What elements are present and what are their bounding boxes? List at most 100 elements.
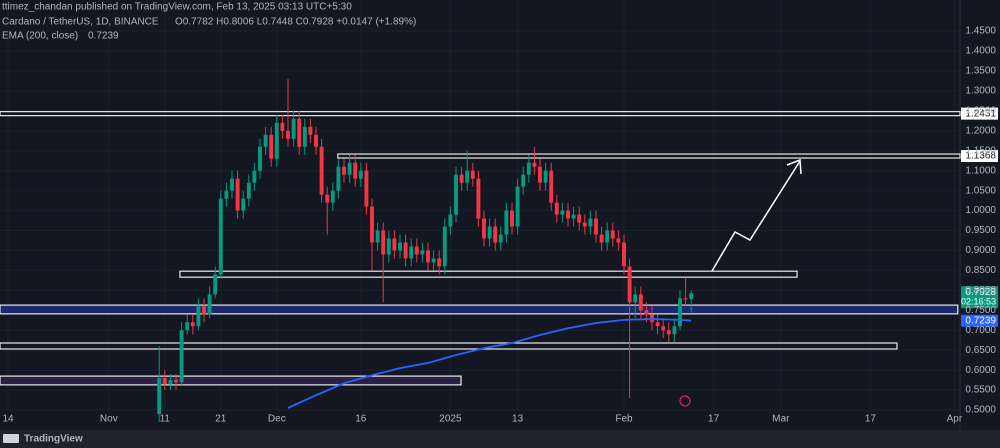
y-tick-label: 0.5000 [965, 405, 996, 416]
candle-body [566, 210, 570, 219]
candle-body [470, 170, 475, 179]
candle-body [504, 210, 509, 235]
x-tick-label: 17 [708, 414, 720, 425]
candle-body [655, 322, 660, 327]
candle-body [661, 326, 666, 331]
candle-body [157, 378, 162, 414]
candle-body [168, 380, 173, 385]
level-tag [961, 107, 998, 120]
x-tick-label: 2025 [439, 414, 462, 425]
candle-body [230, 178, 234, 191]
quote: O0.7782 H0.8006 L0.7448 C0.7928 +0.0147 … [175, 17, 416, 28]
x-tick-label: 16 [355, 414, 367, 425]
y-tick-label: 1.1000 [965, 165, 996, 176]
alert-icon[interactable] [679, 395, 691, 407]
candle-body [386, 238, 391, 255]
candle-body [241, 198, 246, 211]
symbol: Cardano / TetherUS, 1D, BINANCE [2, 17, 159, 28]
brand[interactable]: TradingView [24, 434, 83, 445]
candle-body [375, 230, 380, 243]
candle-body [286, 130, 290, 139]
level-tag [961, 150, 998, 163]
candle-body [269, 134, 274, 159]
candle-body [532, 162, 537, 167]
candle-body [179, 330, 184, 383]
candle-body [638, 294, 643, 311]
candle-body [605, 230, 610, 243]
candle-body [325, 194, 330, 203]
candle-body [588, 218, 593, 227]
zone [0, 342, 898, 350]
candle-body [347, 162, 352, 175]
publisher: ttimez_chandan published on TradingView.… [2, 2, 352, 13]
candle-body [599, 234, 604, 243]
candle-body [482, 218, 486, 239]
candle-body [554, 202, 559, 215]
ema-tag-label: 0.7239 [965, 315, 996, 326]
candle-body [381, 230, 386, 255]
candle-body [364, 170, 369, 207]
candle-body [476, 178, 481, 219]
y-tick-label: 1.3000 [965, 86, 996, 97]
y-tick-label: 0.8500 [965, 265, 996, 276]
candle-body [224, 190, 229, 199]
ema-name: EMA (200, close) [2, 31, 78, 42]
candle-body [291, 118, 296, 139]
candle-body [420, 250, 425, 255]
candle-body [560, 210, 565, 215]
y-tick-label: 1.1500 [965, 145, 996, 156]
candle-body [465, 170, 470, 183]
y-tick-label: 0.9000 [965, 245, 996, 256]
candle-body [314, 134, 318, 147]
x-tick-label: 14 [2, 414, 14, 425]
candle-body [683, 298, 688, 300]
candle-body [185, 322, 190, 331]
candle-body [213, 274, 218, 295]
candle-body [235, 178, 240, 211]
candle-body [162, 378, 167, 385]
candle-body [666, 330, 671, 335]
candle-body [431, 258, 436, 263]
candle-body [353, 162, 358, 179]
candle-body [543, 170, 548, 183]
y-tick-label: 0.6000 [965, 365, 996, 376]
candle-body [448, 214, 453, 227]
candle-body [202, 306, 206, 315]
candle-body [454, 174, 458, 215]
candle-body [319, 146, 324, 195]
candle-body [196, 306, 201, 327]
candle-body [370, 206, 374, 243]
last-price-label: 0.7928 [965, 287, 996, 298]
candle-body [274, 122, 279, 159]
candle-body [330, 190, 335, 203]
candle-body [258, 146, 262, 171]
candle-body [297, 118, 302, 147]
y-tick-label: 1.3500 [965, 66, 996, 77]
y-tick-label: 1.2000 [965, 125, 996, 136]
candle-body [442, 226, 447, 267]
candle-body [616, 238, 621, 243]
y-tick-label: 0.7500 [965, 305, 996, 316]
candle-body [174, 380, 178, 383]
x-tick-label: Dec [268, 414, 286, 425]
y-tick-label: 1.4000 [965, 46, 996, 57]
y-tick-label: 0.5500 [965, 385, 996, 396]
x-tick-label: 13 [512, 414, 524, 425]
level [337, 153, 961, 159]
y-tick-label: 0.9500 [965, 225, 996, 236]
candle-body [538, 166, 542, 183]
candle-body [207, 294, 212, 315]
y-tick-label: 1.2500 [965, 106, 996, 117]
candle-body [218, 198, 223, 275]
candle-body [358, 170, 363, 179]
candle-body [672, 326, 677, 335]
y-tick-label: 0.8000 [965, 285, 996, 296]
candle-body [308, 126, 313, 135]
x-tick-label: 11 [160, 414, 171, 425]
footer-bar [0, 430, 1000, 448]
y-tick-label: 1.0000 [965, 205, 996, 216]
candle-body [521, 174, 526, 187]
candle-body [190, 322, 195, 327]
